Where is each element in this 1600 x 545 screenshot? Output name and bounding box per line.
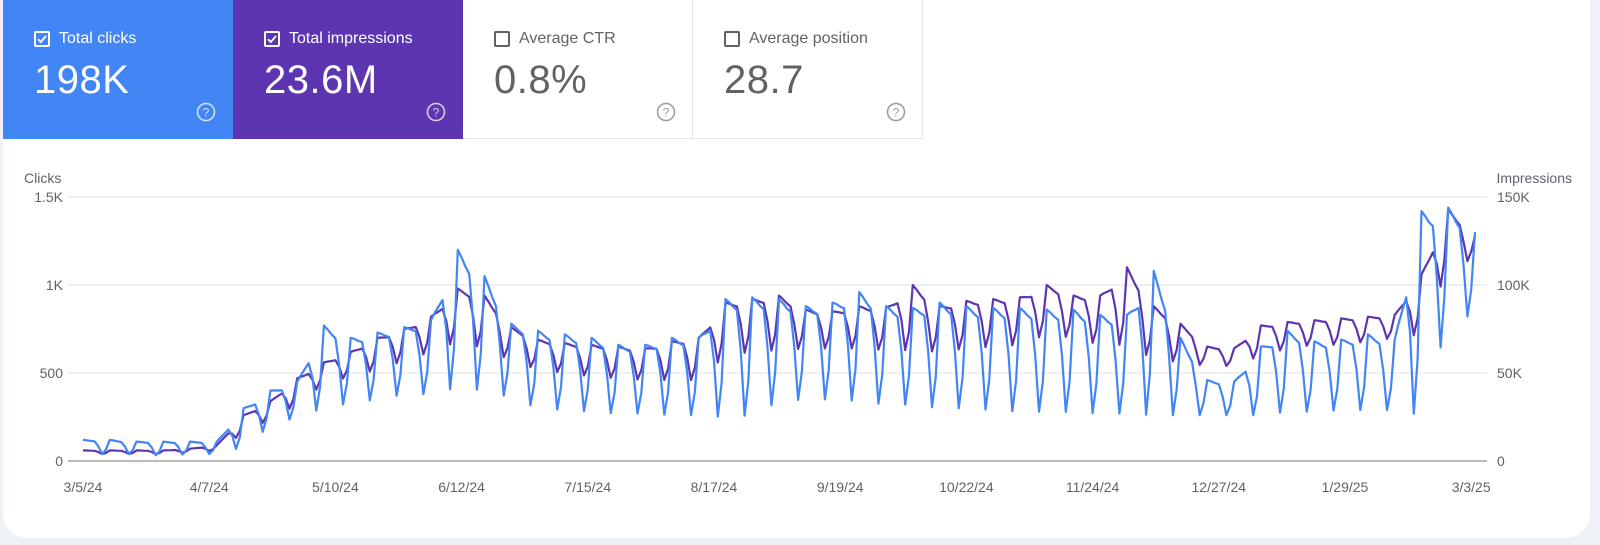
left-tick-label: 500: [40, 365, 64, 381]
x-tick-label: 11/24/24: [1066, 479, 1120, 495]
right-tick-label: 0: [1497, 453, 1505, 469]
checkbox-checked-icon[interactable]: [264, 31, 280, 47]
x-tick-label: 7/15/24: [564, 479, 611, 495]
performance-chart[interactable]: 0 0 500 50K 1K 100K 1.5K 150K 3/5/24 4/7/24 5/10/2…: [3, 0, 1590, 538]
metric-header: Total clicks: [34, 30, 136, 48]
help-icon[interactable]: ?: [656, 102, 676, 122]
metric-value: 23.6M: [264, 58, 378, 102]
help-icon[interactable]: ?: [196, 102, 216, 122]
metric-tile-average-ctr[interactable]: Average CTR 0.8% ?: [463, 0, 693, 139]
metric-value: 198K: [34, 58, 130, 102]
performance-card: Total clicks 198K ? Total impressions 23…: [3, 0, 1590, 538]
x-tick-label: 3/5/24: [64, 479, 103, 495]
x-tick-label: 3/3/25: [1452, 479, 1491, 495]
metric-label: Total clicks: [59, 30, 137, 47]
right-axis-title: Impressions: [1496, 170, 1572, 186]
metric-header: Average position: [724, 30, 868, 48]
metric-label: Total impressions: [289, 30, 413, 47]
clicks-series-line: [82, 206, 1477, 457]
left-axis-title: Clicks: [24, 170, 62, 186]
metric-value: 28.7: [724, 58, 804, 102]
x-tick-label: 9/19/24: [817, 479, 864, 495]
left-tick-label: 1.5K: [34, 189, 63, 205]
impressions-series-line: [82, 208, 1477, 456]
checkbox-unchecked-icon[interactable]: [724, 31, 740, 47]
svg-text:?: ?: [433, 106, 440, 120]
help-icon[interactable]: ?: [426, 102, 446, 122]
right-tick-label: 100K: [1497, 277, 1530, 293]
metric-tile-average-position[interactable]: Average position 28.7 ?: [693, 0, 923, 139]
left-tick-label: 0: [55, 453, 63, 469]
right-tick-label: 150K: [1497, 189, 1530, 205]
x-tick-label: 12/27/24: [1192, 479, 1247, 495]
x-tick-label: 10/22/24: [939, 479, 994, 495]
x-tick-label: 6/12/24: [438, 479, 485, 495]
svg-text:?: ?: [203, 106, 210, 120]
x-tick-label: 8/17/24: [691, 479, 738, 495]
x-tick-label: 1/29/25: [1322, 479, 1369, 495]
svg-text:?: ?: [893, 106, 900, 120]
metric-tiles: Total clicks 198K ? Total impressions 23…: [3, 0, 923, 139]
metric-tile-total-clicks[interactable]: Total clicks 198K ?: [3, 0, 233, 139]
metric-tile-total-impressions[interactable]: Total impressions 23.6M ?: [233, 0, 463, 139]
checkbox-checked-icon[interactable]: [34, 31, 50, 47]
svg-text:?: ?: [663, 106, 670, 120]
metric-value: 0.8%: [494, 58, 588, 102]
metric-header: Total impressions: [264, 30, 413, 48]
help-icon[interactable]: ?: [886, 102, 906, 122]
x-tick-label: 4/7/24: [190, 479, 229, 495]
metric-header: Average CTR: [494, 30, 616, 48]
right-tick-label: 50K: [1497, 365, 1523, 381]
checkbox-unchecked-icon[interactable]: [494, 31, 510, 47]
metric-label: Average CTR: [519, 30, 616, 47]
left-tick-label: 1K: [46, 277, 64, 293]
x-tick-label: 5/10/24: [312, 479, 359, 495]
metric-label: Average position: [749, 30, 868, 47]
